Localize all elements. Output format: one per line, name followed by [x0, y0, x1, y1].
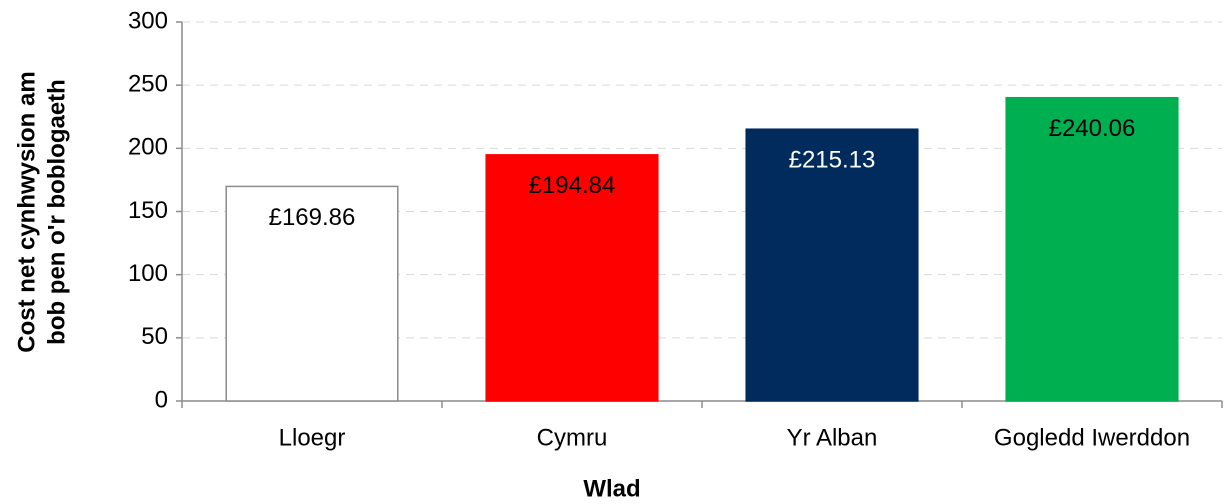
x-tick-label: Gogledd Iwerddon: [994, 424, 1190, 451]
y-tick-label: 150: [128, 197, 168, 224]
y-tick-label: 250: [128, 71, 168, 98]
y-axis-label: bob pen o'r boblogaeth: [43, 79, 70, 345]
y-tick-label: 300: [128, 7, 168, 34]
bar: [745, 128, 919, 402]
bar: [225, 185, 399, 402]
y-tick-label: 100: [128, 260, 168, 287]
x-tick-label: Yr Alban: [787, 424, 878, 451]
y-tick-label: 50: [141, 323, 168, 350]
x-tick-label: Cymru: [537, 424, 608, 451]
data-label: £194.84: [529, 172, 616, 199]
x-tick-label: Lloegr: [279, 424, 346, 451]
y-tick-label: 200: [128, 134, 168, 161]
y-tick-label: 0: [155, 386, 168, 413]
y-axis-label: Cost net cynhwysion am: [13, 71, 40, 352]
bar: [485, 154, 659, 402]
bar: [1005, 96, 1179, 402]
data-label: £169.86: [269, 204, 356, 231]
data-label: £215.13: [789, 147, 876, 174]
data-label: £240.06: [1049, 115, 1136, 142]
x-axis-label: Wlad: [583, 475, 640, 502]
